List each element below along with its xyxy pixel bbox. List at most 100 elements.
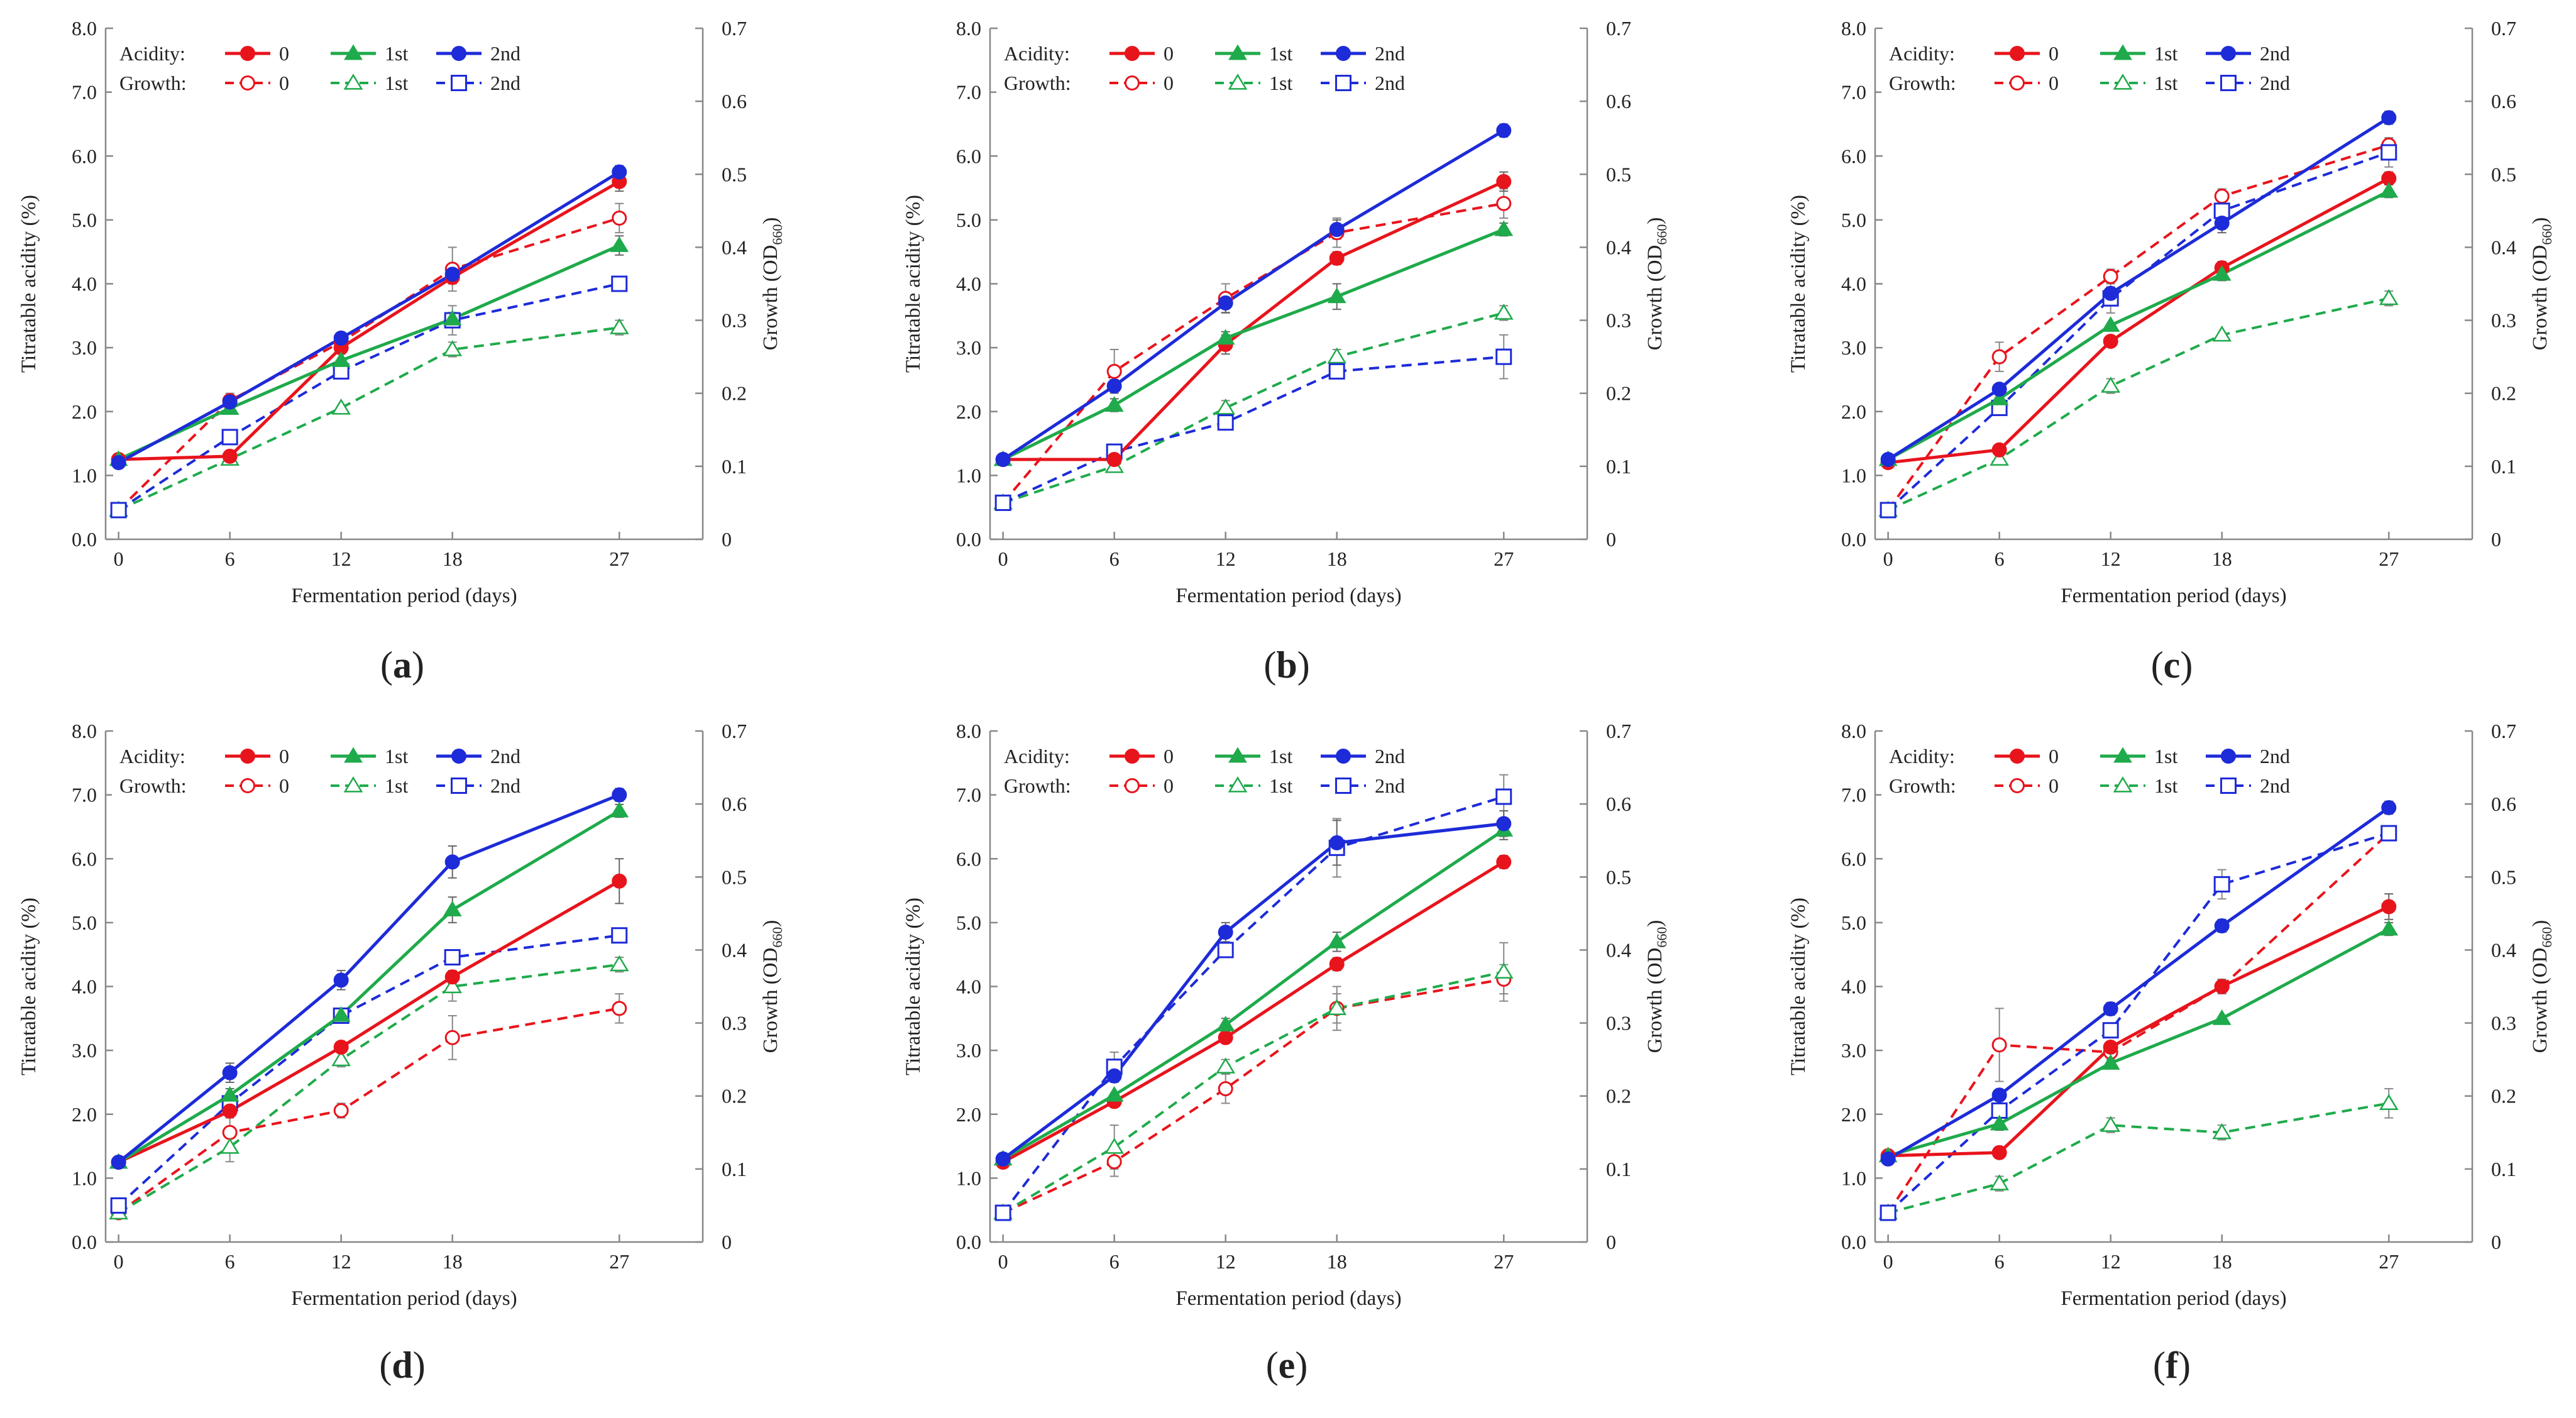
legend-acidity-entry-first: 1st	[385, 745, 408, 767]
acidity-line-first	[1002, 228, 1505, 461]
growth-point-first	[331, 398, 351, 415]
acidity-point-zero	[222, 1103, 238, 1119]
y-tick-label: 8.0	[72, 720, 97, 742]
x-tick-label: 12	[2101, 1250, 2121, 1273]
acidity-point-zero	[2103, 333, 2118, 349]
x-tick-label: 6	[225, 1250, 235, 1273]
y-tick-label: 3.0	[72, 1039, 97, 1062]
growth-point-first	[220, 1138, 240, 1154]
panel-caption-letter: e	[1279, 1344, 1296, 1386]
y2-axis-title: Growth (OD660)	[1644, 920, 1670, 1053]
y-tick-label: 7.0	[956, 784, 981, 806]
x-tick-label: 18	[443, 1250, 463, 1273]
acidity-line-second	[118, 793, 620, 1163]
legend: Acidity: Growth: 0 0 1st 1st 2nd 2nd	[112, 33, 520, 102]
acidity-line-zero	[1888, 905, 2390, 1158]
legend-growth-marker-zero	[1125, 778, 1140, 793]
growth-point-first	[1327, 999, 1347, 1015]
acidity-point-second	[2214, 918, 2230, 933]
y-tick-label: 6.0	[72, 145, 97, 167]
acidity-point-first	[1990, 1114, 2009, 1131]
x-tick-label: 6	[1995, 1250, 2005, 1273]
y-tick-label: 2.0	[1841, 400, 1866, 423]
legend-growth-entry-second: 2nd	[2260, 72, 2290, 94]
acidity-line-first	[118, 809, 620, 1164]
acidity-point-first	[331, 1006, 351, 1022]
legend-growth-entry-second: 2nd	[490, 72, 520, 94]
y2-tick-label: 0.4	[2491, 938, 2516, 961]
legend-growth-entry-first: 1st	[385, 72, 408, 94]
y-tick-label: 0.0	[1841, 1231, 1866, 1253]
y2-tick-label: 0.6	[1606, 793, 1631, 815]
y-tick-label: 8.0	[956, 720, 981, 742]
legend-growth-entry-second: 2nd	[1375, 774, 1405, 797]
y2-tick-label: 0.6	[2491, 793, 2516, 815]
y2-tick-label: 0.6	[722, 793, 747, 815]
panel-caption-open: (	[380, 644, 393, 686]
y-tick-label: 1.0	[1841, 1167, 1866, 1189]
y2-tick-label: 0.4	[1606, 938, 1631, 961]
growth-point-second	[1880, 1204, 1896, 1221]
acidity-point-first	[1104, 1085, 1124, 1102]
legend-growth-entry-first: 1st	[2154, 774, 2177, 797]
legend-acidity-marker-first	[1228, 44, 1247, 60]
acidity-point-second	[1106, 378, 1122, 394]
legend-acidity-entry-first: 1st	[385, 42, 408, 65]
y2-axis-title-sub: 660	[769, 224, 785, 245]
acidity-line-zero	[1003, 180, 1505, 461]
y-tick-label: 3.0	[956, 336, 981, 359]
legend-acidity-label: Acidity:	[119, 745, 185, 767]
x-tick-label: 6	[225, 547, 235, 570]
growth-point-second	[1495, 348, 1512, 365]
y2-tick-label: 0.5	[722, 163, 747, 185]
acidity-point-zero	[2381, 899, 2397, 915]
y-tick-label: 8.0	[1841, 720, 1866, 742]
y2-tick-label: 0.4	[722, 938, 747, 961]
legend-growth-entry-second: 2nd	[1375, 72, 1405, 94]
y2-axis-title-end: )	[2529, 920, 2551, 927]
growth-point-zero	[444, 1030, 460, 1045]
y-tick-label: 5.0	[956, 209, 981, 231]
y2-axis-title: Growth (OD660)	[2529, 920, 2555, 1053]
acidity-point-first	[1327, 287, 1346, 304]
x-axis-title: Fermentation period (days)	[1175, 585, 1401, 607]
growth-line-zero	[1002, 977, 1504, 1214]
legend-acidity-marker-second	[1336, 749, 1351, 764]
x-tick-label: 12	[331, 547, 351, 570]
legend-acidity-entry-second: 2nd	[1375, 745, 1405, 767]
y-axis-title: Titratable acidity (%)	[1787, 195, 1810, 373]
legend-acidity-marker-first	[2113, 44, 2132, 60]
y2-axis-title-main: Growth (OD	[1644, 245, 1666, 351]
y2-tick-label: 0	[2491, 1231, 2501, 1253]
acidity-point-zero	[1991, 442, 2007, 458]
legend-growth-marker-second	[1335, 778, 1351, 794]
growth-point-first	[2379, 289, 2399, 305]
panel-caption-letter: c	[2164, 644, 2181, 686]
x-tick-label: 0	[1883, 1250, 1893, 1273]
y-axis-title: Titratable acidity (%)	[18, 195, 40, 373]
acidity-point-first	[1494, 220, 1514, 236]
panel-caption-letter: b	[1276, 644, 1297, 686]
growth-point-first	[2212, 1123, 2232, 1140]
x-tick-label: 0	[114, 1250, 124, 1273]
y2-tick-label: 0	[2491, 528, 2501, 551]
growth-point-zero	[1991, 1037, 2007, 1053]
legend-acidity-entry-second: 2nd	[1375, 42, 1405, 65]
growth-point-first	[1216, 1057, 1236, 1074]
panel-caption: (c)	[2151, 644, 2193, 686]
growth-point-second	[994, 1204, 1011, 1221]
acidity-point-zero	[1991, 1145, 2007, 1160]
acidity-point-first	[1990, 389, 2009, 405]
y2-tick-label: 0.2	[722, 1085, 747, 1107]
y2-axis-title-main: Growth (OD	[759, 245, 782, 351]
chart-panel-d: 0.0 1.0 2.0 3.0 4.0 5.0 6.0 7.0 8.0 0 0.1 0.2 0.3 0.4…	[18, 720, 785, 1386]
panel-caption: (f)	[2153, 1344, 2191, 1386]
x-axis-title: Fermentation period (days)	[2061, 1287, 2286, 1310]
y-tick-label: 8.0	[1841, 17, 1866, 40]
panel-caption-open: (	[2151, 644, 2164, 686]
legend-acidity-marker-zero	[240, 749, 255, 764]
legend-acidity-label: Acidity:	[1889, 42, 1955, 65]
y-tick-label: 4.0	[72, 976, 97, 998]
y-tick-label: 5.0	[1841, 209, 1866, 231]
legend-growth-entry-zero: 0	[279, 72, 289, 94]
